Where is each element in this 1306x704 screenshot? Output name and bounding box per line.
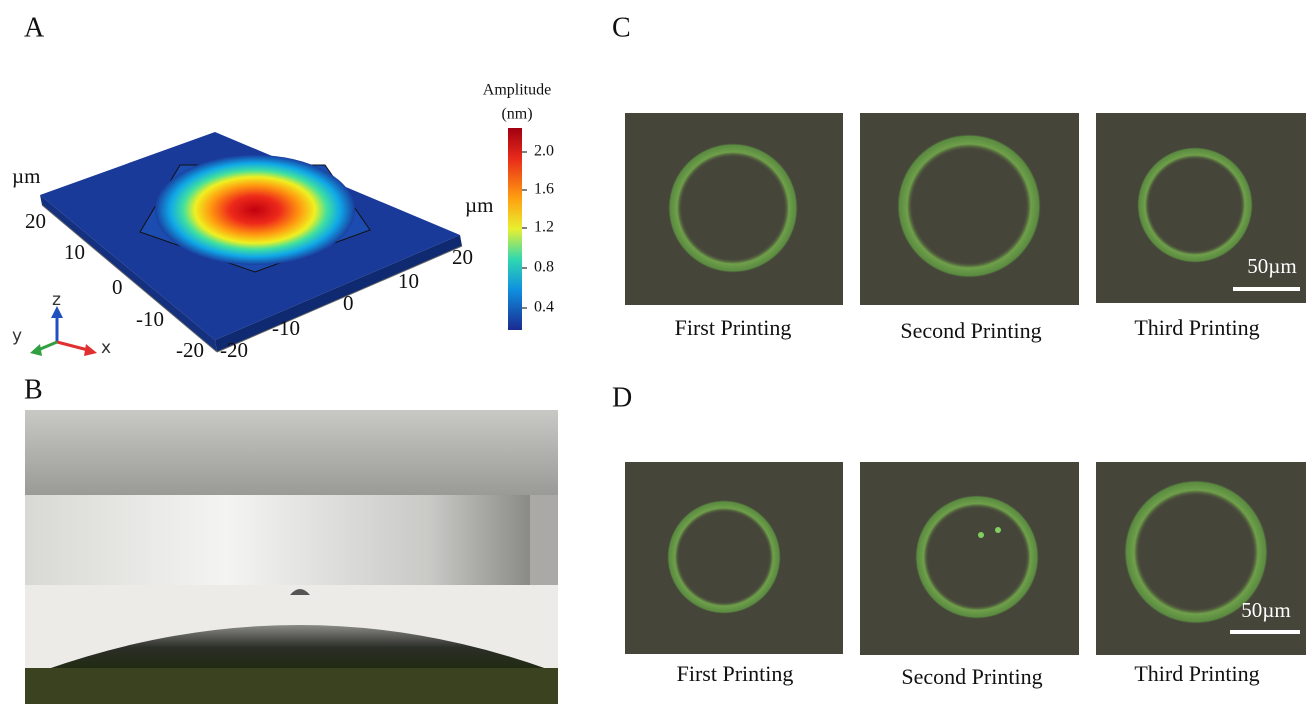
triad-label: y xyxy=(12,326,22,346)
caption: Second Printing xyxy=(901,664,1042,689)
axis-unit: µm xyxy=(12,164,40,188)
colorbar xyxy=(508,128,522,330)
caption: Second Printing xyxy=(900,318,1041,343)
scale-bar-label: 50µm xyxy=(1247,254,1296,278)
axis-triad xyxy=(30,306,97,356)
tick-label: -10 xyxy=(136,307,164,331)
panel-label: D xyxy=(612,382,632,413)
colorbar-tick: 1.6 xyxy=(534,181,554,198)
triad-label: x xyxy=(101,338,111,358)
photo xyxy=(25,410,558,704)
tick-label: 0 xyxy=(112,275,123,299)
tick-label: -10 xyxy=(272,316,300,340)
panel-label: A xyxy=(24,12,45,43)
tick-label: -20 xyxy=(220,338,248,362)
triad-label: z xyxy=(52,290,61,310)
caption: First Printing xyxy=(675,315,792,340)
axis-unit: µm xyxy=(465,193,493,217)
colorbar-ticks xyxy=(522,152,527,308)
caption: Third Printing xyxy=(1134,661,1259,686)
colorbar-tick: 0.4 xyxy=(534,299,554,316)
tick-label: 10 xyxy=(398,269,419,293)
caption: Third Printing xyxy=(1134,315,1259,340)
scale-bar-label: 50µm xyxy=(1241,598,1290,622)
panel-label: C xyxy=(612,12,631,43)
tick-label: 20 xyxy=(452,245,473,269)
micrograph-row xyxy=(625,462,1306,655)
caption: First Printing xyxy=(677,661,794,686)
micrograph-row xyxy=(625,113,1306,305)
tick-label: 0 xyxy=(343,291,354,315)
tick-label: 20 xyxy=(25,209,46,233)
colorbar-tick: 0.8 xyxy=(534,259,554,276)
colorbar-title: Amplitude xyxy=(483,82,551,99)
tick-label: 10 xyxy=(64,240,85,264)
panel-label: B xyxy=(24,374,43,405)
colorbar-title: (nm) xyxy=(501,106,532,123)
colorbar-tick: 2.0 xyxy=(534,143,554,160)
tick-label: -20 xyxy=(176,338,204,362)
figure: A B C D µm 20 10 0 -10 -20 -20 -10 0 10 … xyxy=(0,0,1306,704)
surface-plot xyxy=(40,132,462,352)
colorbar-tick: 1.2 xyxy=(534,219,554,236)
